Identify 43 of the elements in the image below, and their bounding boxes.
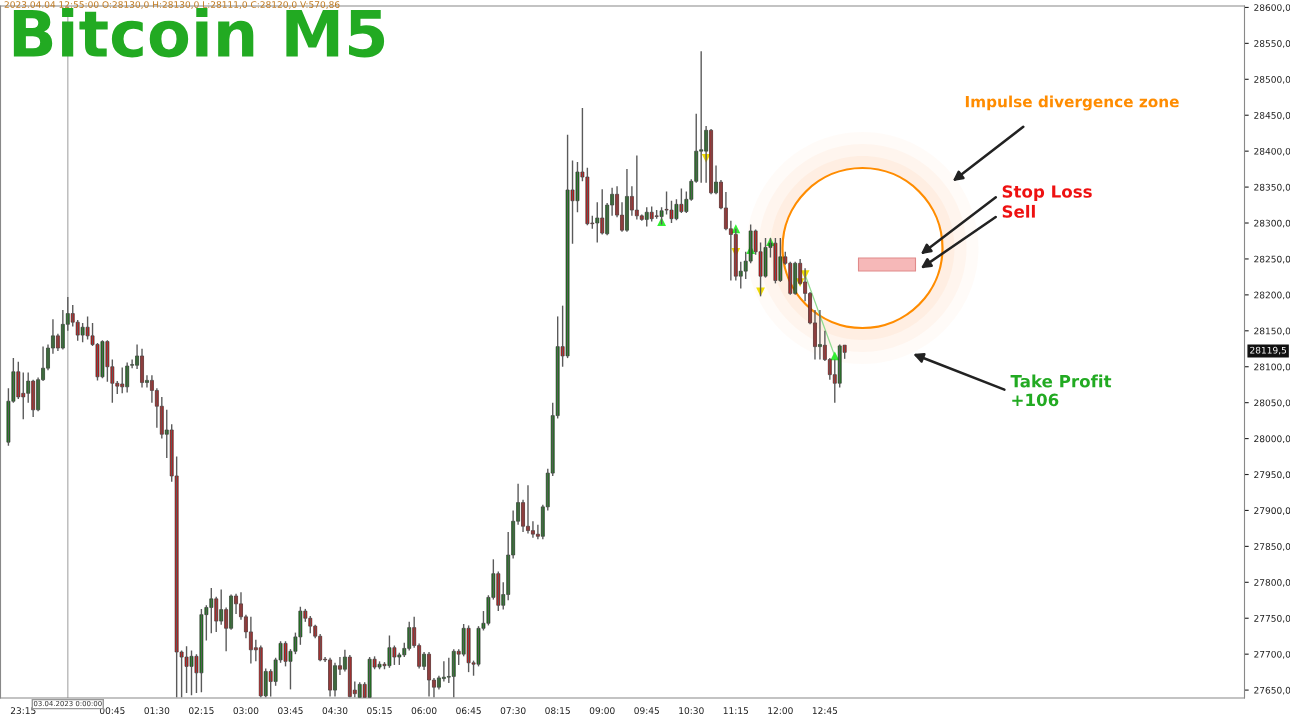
y-tick-label: 28250,0	[1254, 255, 1290, 264]
y-tick-label: 27800,0	[1254, 579, 1290, 587]
y-tick-label: 28450,0	[1254, 111, 1290, 120]
x-tick-label: 11:15	[723, 707, 749, 715]
y-tick-label: 28000,0	[1254, 435, 1290, 444]
y-tick-label: 27950,0	[1254, 471, 1290, 479]
annotation: Sell	[1002, 204, 1035, 218]
x-tick-label: 12:45	[812, 707, 838, 715]
x-tick-label: 08:15	[545, 707, 570, 715]
y-tick-label: 27850,0	[1254, 543, 1290, 551]
y-tick-label: 28300,0	[1254, 219, 1290, 228]
y-tick-label: 28350,0	[1254, 183, 1290, 192]
y-tick-label: 28600,0	[1254, 4, 1290, 12]
y-tick-label: 27700,0	[1254, 650, 1290, 659]
annotation: Take Profit +106	[1010, 374, 1112, 407]
y-tick-label: 28500,0	[1254, 76, 1290, 84]
x-tick-label: 01:30	[144, 707, 170, 715]
y-tick-label: 27750,0	[1254, 614, 1290, 623]
x-tick-label: 09:45	[634, 707, 659, 715]
x-tick-label: 03:45	[278, 707, 303, 715]
text: 28119,5	[1250, 346, 1287, 355]
chart-title: Bitcoin M5	[13, 8, 385, 58]
x-tick-label: 10:30	[679, 707, 704, 715]
x-tick-label: 03:00	[233, 707, 259, 715]
x-tick-label: 02:15	[188, 707, 214, 715]
annotation: 2023.04.04 12:55:00 O:28130,0 H:28130,0 L:28111,0 C:28120,0 V:570,86	[4, 1, 340, 9]
x-tick-label: 12:00	[768, 707, 793, 715]
y-tick-label: 27900,0	[1254, 507, 1290, 515]
x-tick-label: 06:00	[411, 707, 437, 715]
y-tick-label: 28100,0	[1254, 363, 1290, 372]
x-tick-label: 07:30	[500, 707, 526, 715]
x-tick-label: 06:45	[456, 707, 481, 715]
y-tick-label: 28050,0	[1254, 399, 1290, 408]
y-tick-label: 28200,0	[1254, 291, 1290, 300]
annotation: Impulse divergence zone	[965, 95, 1179, 111]
x-tick-label: 04:30	[322, 707, 348, 715]
y-tick-label: 28550,0	[1254, 40, 1290, 48]
y-tick-label: 27650,0	[1254, 686, 1290, 695]
x-tick-label: 09:00	[589, 707, 615, 715]
annotation: Stop Loss	[1002, 185, 1092, 202]
y-tick-label: 28150,0	[1254, 327, 1290, 336]
y-tick-label: 28400,0	[1254, 147, 1290, 156]
x-tick-label: 05:15	[367, 707, 392, 715]
